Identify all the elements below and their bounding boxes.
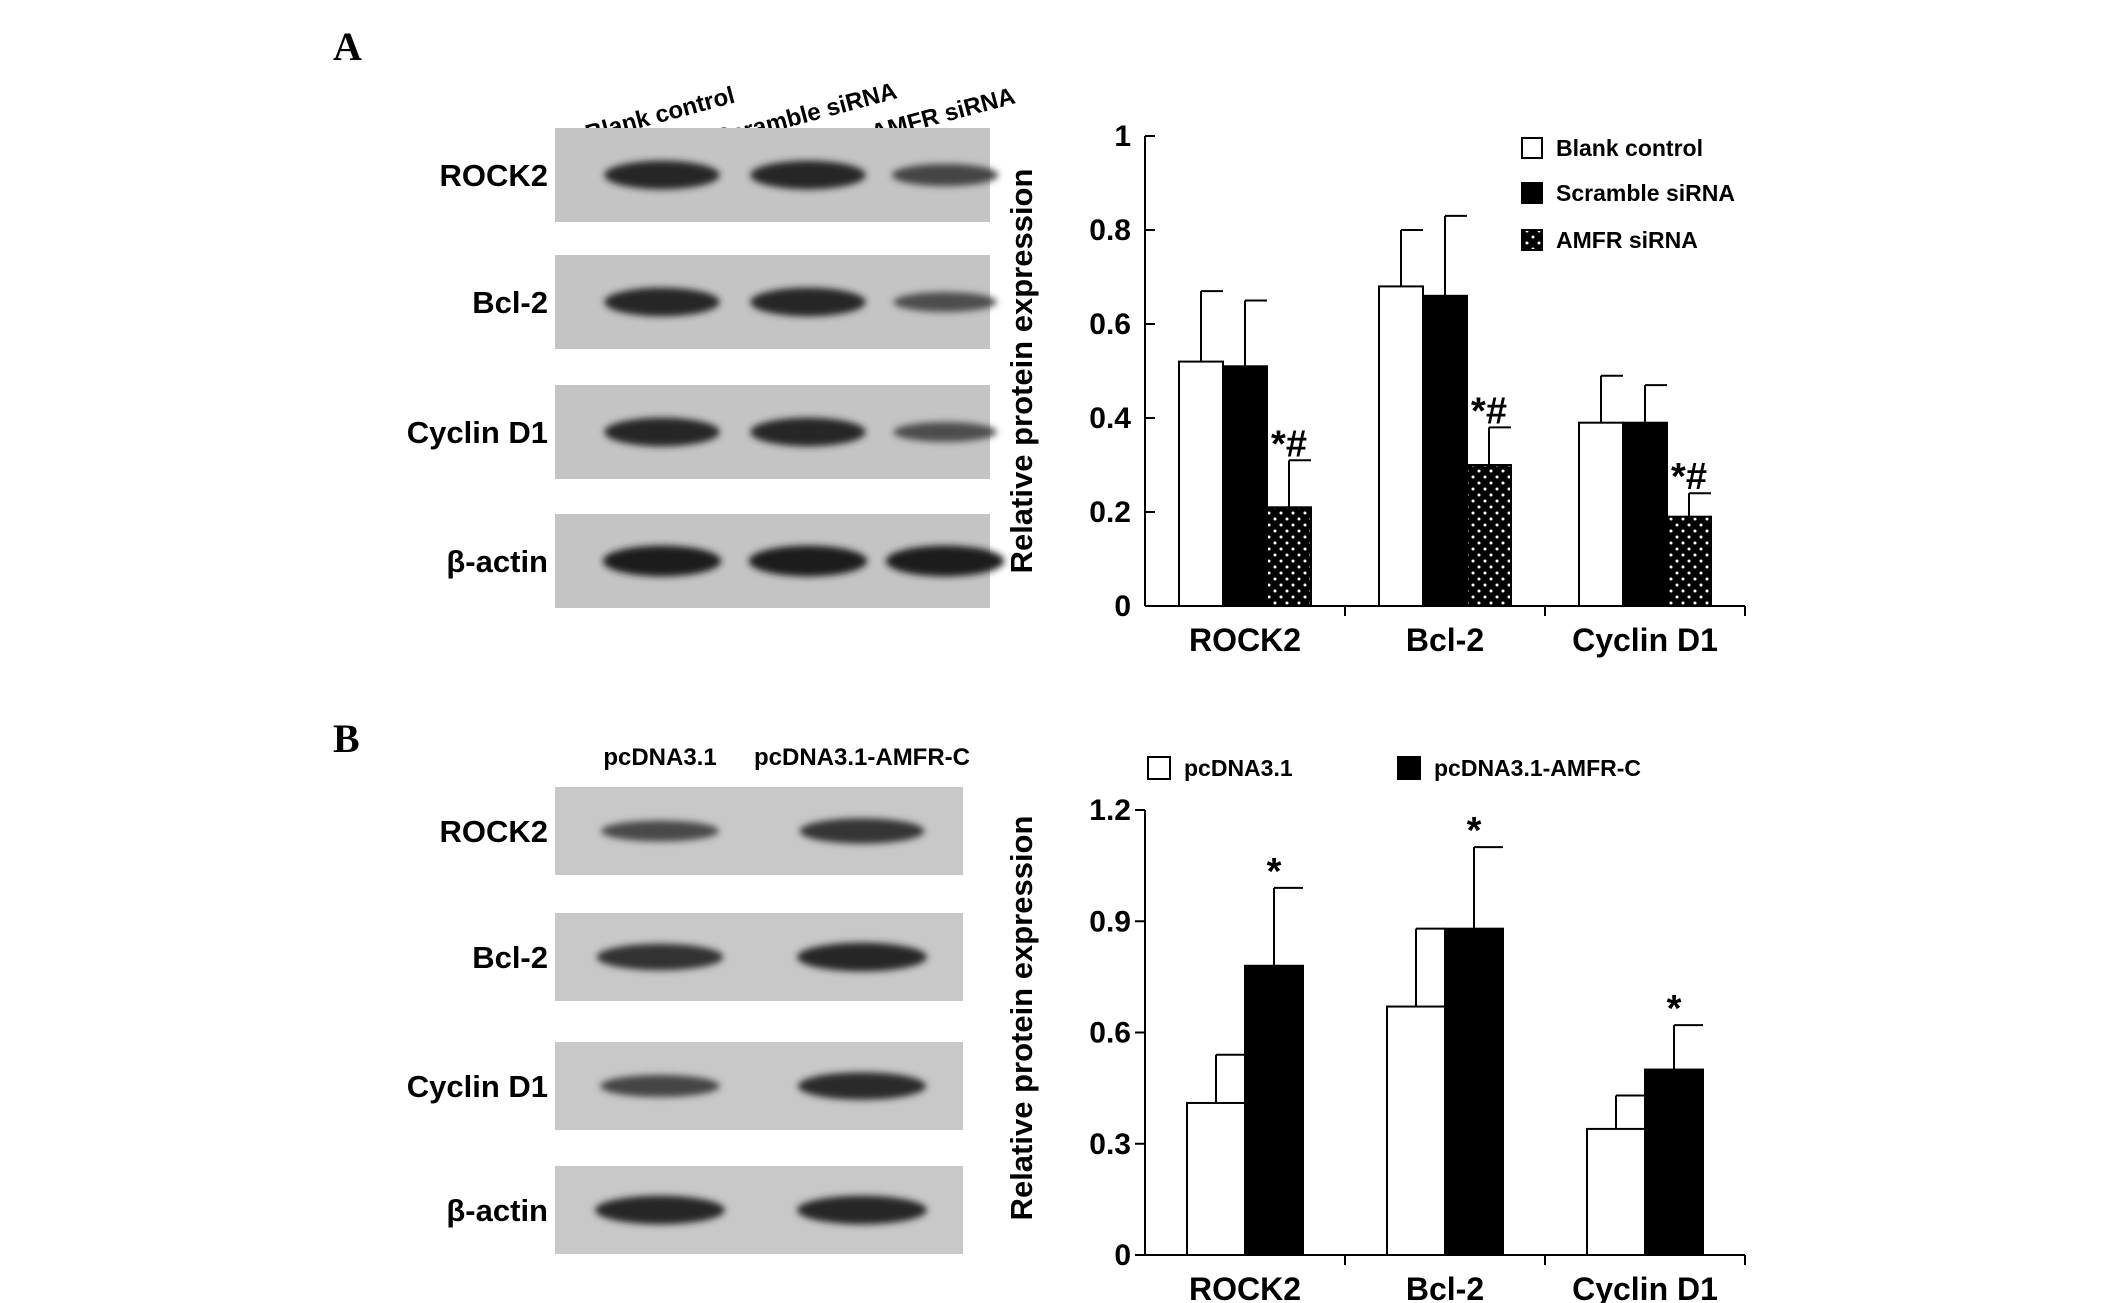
y-tick-label: 0.3	[1089, 1128, 1131, 1161]
blot-band-rock2-scramble-sirna	[750, 160, 866, 190]
blot-band-actin-amfr-sirna	[885, 545, 1005, 577]
legend-swatch-scramble-sirna	[1521, 182, 1543, 204]
category-label-bcl-2: Bcl-2	[1406, 622, 1484, 658]
blot-band-rock2-pcdna3-1-amfr-c	[799, 818, 925, 844]
blot-band-cyclin-d1-blank-control	[604, 417, 720, 447]
y-tick-label: 0.8	[1089, 214, 1131, 247]
blot-row-label-bcl-2: Bcl-2	[472, 285, 548, 320]
blot-band-bcl-2-pcdna3-1	[596, 943, 724, 971]
y-tick-label: 0.2	[1089, 496, 1131, 529]
bar-bcl-2-scramble-sirna	[1422, 294, 1468, 607]
blot-row-label-actin: β-actin	[446, 544, 548, 579]
category-label-rock2: ROCK2	[1189, 1271, 1301, 1303]
bar-rock2-blank-control	[1178, 360, 1224, 607]
blot-band-bcl-2-scramble-sirna	[750, 287, 866, 317]
category-label-cyclin-d1: Cyclin D1	[1572, 1271, 1718, 1303]
bar-bcl-2-pcdna3-1	[1386, 1005, 1446, 1257]
y-tick-label: 1.2	[1089, 794, 1131, 827]
bar-bcl-2-amfr-sirna	[1466, 464, 1512, 607]
western-blot-b: pcDNA3.1 pcDNA3.1-AMFR-C ROCK2 Bcl-2 Cyclin …	[407, 744, 970, 1254]
bar-bcl-2-pcdna3-1-amfr-c	[1444, 927, 1504, 1257]
blot-row-label-cyclin-d1: Cyclin D1	[407, 1069, 548, 1104]
panel-letter-a: A	[333, 24, 362, 69]
bar-cyclin-d1-scramble-sirna	[1622, 421, 1668, 608]
blot-band-cyclin-d1-pcdna3-1	[600, 1074, 720, 1098]
y-tick-label: 0	[1114, 590, 1131, 623]
blot-band-actin-pcdna3-1-amfr-c	[797, 1195, 927, 1225]
legend-swatch-blank-control	[1521, 137, 1543, 159]
blot-band-bcl-2-amfr-sirna	[893, 292, 997, 312]
bar-bcl-2-blank-control	[1378, 285, 1424, 607]
significance-label-cyclin-d1: *	[1667, 988, 1682, 1030]
significance-label-rock2: *	[1267, 851, 1282, 893]
bar-rock2-scramble-sirna	[1222, 365, 1268, 607]
legend-swatch-pcdna3-1-amfr-c	[1397, 756, 1421, 780]
blot-band-actin-pcdna3-1	[595, 1195, 725, 1225]
blot-row-label-rock2: ROCK2	[439, 814, 548, 849]
blot-row-label-rock2: ROCK2	[439, 158, 548, 193]
category-label-cyclin-d1: Cyclin D1	[1572, 622, 1718, 658]
blot-row-label-cyclin-d1: Cyclin D1	[407, 415, 548, 450]
legend-label-scramble-sirna: Scramble siRNA	[1556, 180, 1735, 206]
blot-band-cyclin-d1-amfr-sirna	[893, 422, 997, 442]
significance-label-cyclin-d1: *#	[1671, 456, 1707, 498]
blot-band-bcl-2-blank-control	[604, 287, 720, 317]
y-axis-title: Relative protein expression	[1004, 816, 1039, 1221]
blot-row-label-actin: β-actin	[446, 1193, 548, 1228]
y-tick-label: 0.4	[1089, 402, 1131, 435]
legend-label-pcdna3-1: pcDNA3.1	[1184, 755, 1293, 781]
bar-chart-b: 0 0.3 0.6 0.9 1.2 Relative protein expression…	[1004, 755, 1746, 1303]
y-axis-title: Relative protein expression	[1004, 169, 1039, 574]
legend-swatch-pcdna3-1	[1147, 756, 1171, 780]
bar-cyclin-d1-blank-control	[1578, 421, 1624, 608]
legend-label-blank-control: Blank control	[1556, 135, 1703, 161]
y-tick-label: 1	[1114, 120, 1131, 153]
lane-label-pcdna3-1: pcDNA3.1	[603, 744, 716, 771]
bar-cyclin-d1-pcdna3-1	[1586, 1127, 1646, 1256]
significance-label-rock2: *#	[1271, 423, 1307, 465]
bar-chart-a: 0 0.2 0.4 0.6 0.8 1 Relative protein expressio…	[1004, 120, 1746, 658]
category-label-bcl-2: Bcl-2	[1406, 1271, 1484, 1303]
lane-label-pcdna3-1-amfr-c: pcDNA3.1-AMFR-C	[754, 744, 970, 771]
blot-band-rock2-blank-control	[604, 160, 720, 190]
blot-row-label-bcl-2: Bcl-2	[472, 940, 548, 975]
bar-rock2-pcdna3-1	[1186, 1101, 1246, 1257]
legend-swatch-amfr-sirna	[1521, 229, 1543, 251]
category-label-rock2: ROCK2	[1189, 622, 1301, 658]
y-tick-label: 0.6	[1089, 1017, 1131, 1050]
y-tick-label: 0.9	[1089, 905, 1131, 938]
y-tick-label: 0.6	[1089, 308, 1131, 341]
bar-rock2-amfr-sirna	[1266, 506, 1312, 607]
blot-band-bcl-2-pcdna3-1-amfr-c	[797, 942, 927, 972]
blot-band-actin-blank-control	[602, 545, 722, 577]
blot-band-rock2-amfr-sirna	[891, 163, 999, 187]
legend-label-pcdna3-1-amfr-c: pcDNA3.1-AMFR-C	[1434, 755, 1641, 781]
panel-letter-b: B	[333, 716, 360, 761]
blot-band-actin-scramble-sirna	[748, 545, 868, 577]
blot-band-rock2-pcdna3-1	[600, 820, 720, 842]
significance-label-bcl-2: *#	[1471, 390, 1507, 432]
bar-cyclin-d1-pcdna3-1-amfr-c	[1644, 1068, 1704, 1257]
legend-label-amfr-sirna: AMFR siRNA	[1556, 227, 1698, 253]
blot-band-cyclin-d1-pcdna3-1-amfr-c	[797, 1072, 927, 1100]
bar-rock2-pcdna3-1-amfr-c	[1244, 964, 1304, 1256]
bar-cyclin-d1-amfr-sirna	[1666, 515, 1712, 608]
y-tick-label: 0	[1114, 1239, 1131, 1272]
significance-label-bcl-2: *	[1467, 810, 1482, 852]
blot-band-cyclin-d1-scramble-sirna	[750, 417, 866, 447]
